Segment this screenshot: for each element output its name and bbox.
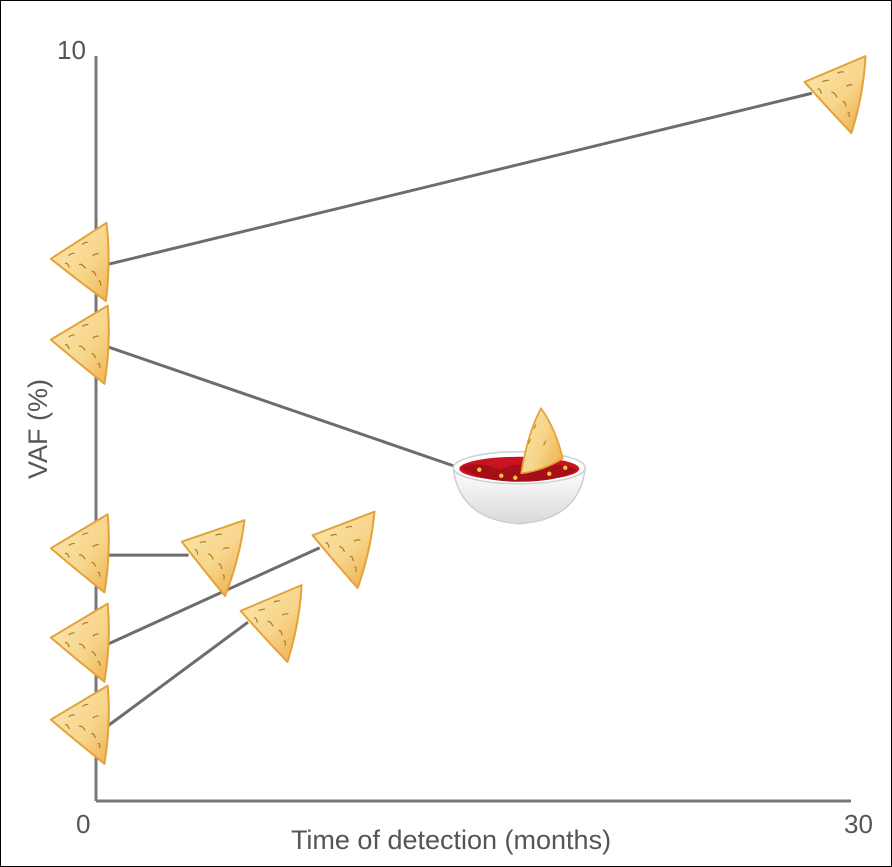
series-1-end-chip-icon — [803, 55, 867, 135]
series-5-end-chip-icon — [239, 584, 303, 664]
x-axis-label: Time of detection (months) — [291, 825, 611, 855]
series-5-start-chip-icon — [49, 684, 110, 765]
x-tick-label-right: 30 — [844, 809, 873, 839]
axes — [94, 56, 851, 803]
series-2-start-chip-icon — [49, 304, 110, 385]
series-2-salsa-bowl-icon — [452, 407, 587, 525]
series-lines — [106, 91, 813, 728]
y-tick-label-top: 10 — [57, 35, 86, 65]
series-1-line — [106, 91, 813, 267]
series-1-start-chip-icon — [49, 221, 110, 303]
x-tick-label-left: 0 — [76, 809, 90, 839]
series-4-line — [106, 546, 321, 646]
series-3-start-chip-icon — [49, 513, 110, 594]
chip-markers — [49, 55, 867, 765]
series-2-line — [106, 345, 454, 468]
series-4-start-chip-icon — [49, 602, 110, 683]
axis-text: 10 0 30 Time of detection (months) VAF (… — [23, 35, 873, 855]
series-5-line — [106, 620, 249, 728]
series-3-end-chip-icon — [180, 519, 246, 597]
series-4-end-chip-icon — [311, 510, 376, 590]
y-axis-label: VAF (%) — [23, 379, 53, 479]
